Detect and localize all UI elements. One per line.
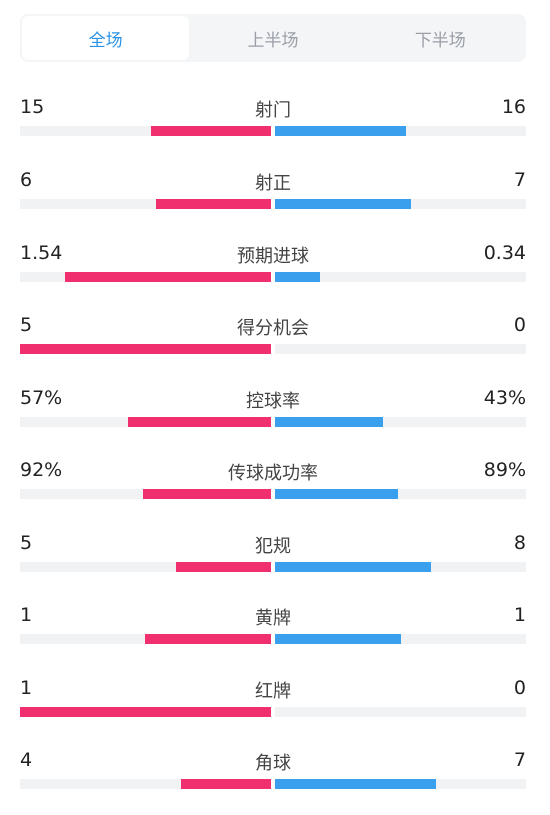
home-bar-track: [20, 489, 271, 499]
away-value: 0.34: [483, 242, 526, 264]
home-bar-track: [20, 126, 271, 136]
stat-row: 1.54 预期进球 0.34: [20, 242, 526, 282]
away-bar-track: [275, 634, 526, 644]
away-bar: [275, 634, 401, 644]
away-value: 1: [513, 604, 526, 626]
stat-row: 57% 控球率 43%: [20, 387, 526, 427]
away-bar: [275, 272, 320, 282]
home-bar: [143, 489, 271, 499]
home-bar: [20, 707, 271, 717]
stat-label: 控球率: [246, 391, 300, 412]
away-bar-track: [275, 417, 526, 427]
home-value: 1.54: [20, 242, 63, 264]
stat-row: 6 射正 7: [20, 169, 526, 209]
home-value: 5: [20, 532, 33, 554]
away-value: 43%: [483, 387, 526, 409]
away-value: 8: [513, 532, 526, 554]
stat-label: 红牌: [255, 681, 291, 702]
tab-first-half[interactable]: 上半场: [247, 30, 299, 51]
away-value: 0: [513, 314, 526, 336]
home-bar-track: [20, 779, 271, 789]
home-bar: [20, 344, 271, 354]
stat-row: 15 射门 16: [20, 96, 526, 136]
away-bar: [275, 417, 383, 427]
stat-label: 射门: [255, 100, 291, 121]
home-value: 57%: [20, 387, 63, 409]
stat-row: 5 犯规 8: [20, 532, 526, 572]
home-value: 92%: [20, 459, 63, 481]
stat-label: 得分机会: [237, 318, 309, 339]
away-bar: [275, 562, 431, 572]
away-value: 7: [513, 169, 526, 191]
home-bar: [151, 126, 271, 136]
home-value: 1: [20, 677, 33, 699]
away-bar-track: [275, 272, 526, 282]
home-bar: [145, 634, 271, 644]
stat-label: 犯规: [255, 536, 291, 557]
away-bar: [275, 199, 411, 209]
home-value: 1: [20, 604, 33, 626]
away-value: 7: [513, 749, 526, 771]
stat-label: 预期进球: [237, 246, 309, 267]
stat-row: 5 得分机会 0: [20, 314, 526, 354]
home-bar: [181, 779, 271, 789]
away-value: 89%: [483, 459, 526, 481]
stat-row: 1 红牌 0: [20, 677, 526, 717]
home-bar-track: [20, 707, 271, 717]
away-bar-track: [275, 779, 526, 789]
stat-label: 射正: [255, 173, 291, 194]
away-bar-track: [275, 489, 526, 499]
home-bar-track: [20, 562, 271, 572]
tab-full-match[interactable]: 全场: [22, 16, 190, 60]
stat-label: 角球: [255, 753, 291, 774]
home-bar: [156, 199, 271, 209]
away-bar-track: [275, 562, 526, 572]
away-bar-track: [275, 126, 526, 136]
away-bar-track: [275, 199, 526, 209]
stat-row: 92% 传球成功率 89%: [20, 459, 526, 499]
home-bar-track: [20, 634, 271, 644]
home-value: 15: [20, 96, 45, 118]
away-bar-track: [275, 707, 526, 717]
away-value: 0: [513, 677, 526, 699]
home-value: 5: [20, 314, 33, 336]
away-bar: [275, 489, 398, 499]
stat-row: 1 黄牌 1: [20, 604, 526, 644]
tab-second-half[interactable]: 下半场: [414, 30, 466, 51]
away-bar: [275, 779, 436, 789]
stat-row: 4 角球 7: [20, 749, 526, 789]
home-bar-track: [20, 417, 271, 427]
home-bar-track: [20, 199, 271, 209]
home-bar-track: [20, 344, 271, 354]
away-bar: [275, 126, 406, 136]
home-bar: [128, 417, 271, 427]
period-tabs: 全场 上半场 下半场: [20, 14, 526, 62]
home-bar: [176, 562, 271, 572]
stat-label: 黄牌: [255, 608, 291, 629]
away-bar-track: [275, 344, 526, 354]
stat-label: 传球成功率: [228, 463, 318, 484]
home-bar: [65, 272, 271, 282]
home-value: 6: [20, 169, 33, 191]
home-bar-track: [20, 272, 271, 282]
away-value: 16: [501, 96, 526, 118]
home-value: 4: [20, 749, 33, 771]
